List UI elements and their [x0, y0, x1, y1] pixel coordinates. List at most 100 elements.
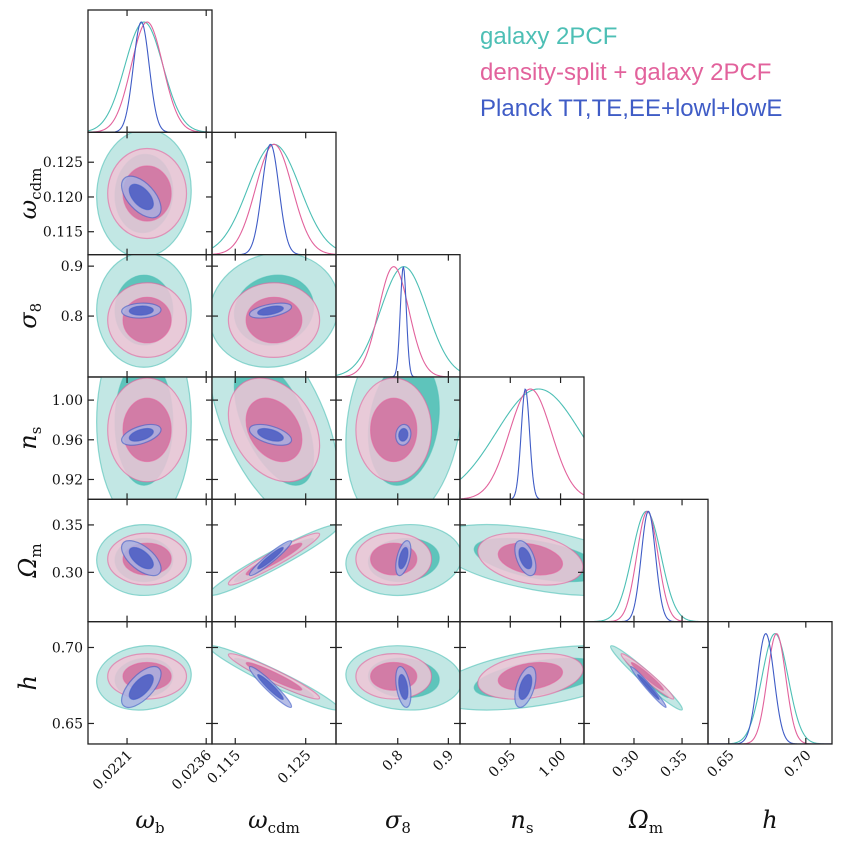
axis-subscript: cdm	[27, 168, 45, 200]
contour-68-series-2	[257, 546, 284, 570]
x-tick-label: 0.70	[781, 747, 814, 780]
y-tick-label: 0.115	[43, 225, 83, 241]
x-axis-label-2: σ8	[385, 806, 411, 837]
panel-4-4	[584, 510, 708, 622]
axis-symbol: σ	[385, 806, 402, 834]
axis-symbol: ω	[14, 200, 42, 220]
axis-symbol: σ	[14, 312, 42, 329]
axis-symbol: ω	[248, 806, 268, 834]
contour-68-series-2	[518, 546, 533, 570]
axis-symbol: n	[14, 434, 42, 449]
posterior-1d-series-1	[336, 266, 460, 377]
panel-frame	[211, 131, 337, 256]
posterior-1d-series-0	[584, 510, 708, 622]
x-tick-label: 0.30	[609, 747, 642, 780]
axis-symbol: ω	[135, 806, 155, 834]
posterior-1d-series-2	[212, 143, 336, 255]
axis-subscript: cdm	[268, 819, 300, 837]
contour-68-series-2	[128, 673, 154, 701]
y-axis-label-4: Ωm	[14, 543, 45, 578]
y-axis-label-1: ωcdm	[14, 168, 45, 220]
panel-frame	[707, 621, 833, 745]
y-tick-label: 0.9	[61, 259, 83, 275]
x-tick-label: 0.0236	[169, 747, 215, 793]
x-tick-label: 0.0221	[90, 747, 136, 793]
posterior-1d-series-0	[88, 21, 212, 133]
posterior-1d-series-1	[584, 510, 708, 622]
axis-symbol: h	[762, 806, 777, 834]
x-axis-label-4: Ωm	[628, 806, 663, 837]
contour-68-series-2	[398, 546, 409, 570]
axis-subscript: s	[27, 427, 45, 435]
x-axis-label-0: ωb	[135, 806, 164, 837]
y-tick-label: 0.92	[52, 472, 83, 488]
panel-5-5	[708, 633, 832, 744]
x-axis-label-1: ωcdm	[248, 806, 300, 837]
y-tick-label: 0.65	[52, 716, 83, 732]
panel-1-4	[212, 523, 336, 597]
x-tick-label: 0.65	[704, 747, 737, 780]
posterior-1d-series-1	[88, 21, 212, 133]
panel-1-3	[212, 376, 336, 500]
y-tick-label: 0.120	[43, 190, 83, 206]
panel-0-3	[96, 376, 192, 500]
contour-68-series-2	[398, 673, 409, 701]
legend-entry-0: galaxy 2PCF	[480, 23, 617, 50]
y-axis-label-2: σ8	[14, 303, 45, 329]
panel-2-4	[345, 523, 460, 597]
legend-entry-1: density-split + galaxy 2PCF	[480, 59, 771, 86]
contour-68-series-1	[245, 661, 303, 691]
panel-2-2	[336, 266, 460, 377]
contour-68-series-1	[370, 397, 418, 463]
y-tick-label: 0.30	[52, 565, 83, 581]
legend-entry-2: Planck TT,TE,EE+lowl+lowE	[480, 95, 782, 122]
x-tick-label: 1.00	[536, 747, 569, 780]
axis-subscript: b	[155, 819, 165, 837]
panel-1-1	[212, 143, 336, 255]
contour-68-series-2	[398, 427, 409, 442]
panel-2-3	[345, 376, 460, 500]
panel-0-5	[96, 645, 192, 711]
panel-0-0	[88, 21, 212, 133]
x-tick-label: 0.8	[380, 747, 407, 774]
contour-68-series-2	[257, 673, 284, 701]
posterior-1d-series-0	[212, 143, 336, 249]
x-tick-label: 0.115	[204, 747, 244, 787]
axis-subscript: 8	[401, 819, 411, 837]
posterior-1d-series-2	[460, 388, 584, 500]
contour-68-series-2	[128, 305, 154, 316]
panel-1-5	[212, 645, 336, 711]
panel-1-2	[212, 254, 336, 368]
posterior-1d-series-1	[460, 388, 584, 500]
axis-subscript: s	[526, 819, 534, 837]
contour-68-series-2	[636, 673, 660, 701]
axis-symbol: n	[510, 806, 525, 834]
contour-68-series-2	[128, 427, 154, 442]
contour-68-series-2	[128, 183, 154, 211]
panel-4-5	[609, 645, 683, 711]
panel-2-5	[345, 645, 460, 711]
axis-subscript: 8	[27, 303, 45, 313]
x-axis-label-3: ns	[510, 806, 533, 837]
y-tick-label: 0.125	[43, 155, 83, 171]
y-tick-label: 0.8	[61, 309, 83, 325]
contour-68-series-2	[128, 546, 154, 570]
y-tick-label: 1.00	[52, 393, 83, 409]
x-tick-label: 0.95	[486, 747, 519, 780]
x-tick-label: 0.125	[275, 747, 315, 787]
y-tick-label: 0.70	[52, 640, 83, 656]
x-tick-label: 0.9	[430, 747, 457, 774]
y-axis-label-3: ns	[14, 427, 45, 450]
contour-68-series-2	[257, 427, 284, 442]
axis-subscript: m	[27, 543, 45, 557]
panel-0-4	[96, 523, 192, 597]
contour-68-series-1	[630, 661, 665, 691]
posterior-1d-series-2	[708, 633, 832, 744]
x-tick-label: 0.35	[658, 747, 691, 780]
contour-68-series-2	[518, 673, 533, 701]
y-axis-label-5: h	[14, 675, 42, 690]
axis-symbol: Ω	[628, 806, 649, 834]
panel-0-1	[96, 132, 192, 255]
panel-0-2	[96, 254, 192, 368]
